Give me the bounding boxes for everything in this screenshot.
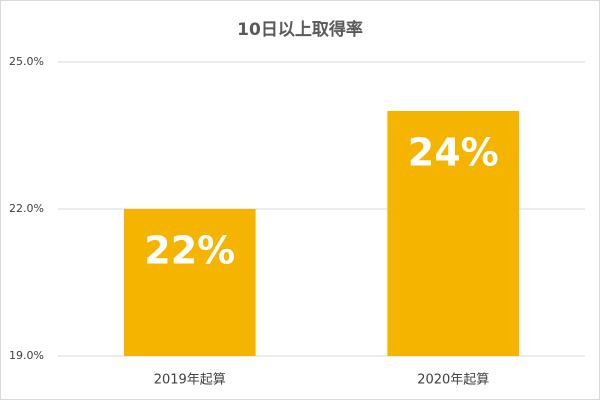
bar xyxy=(123,209,256,356)
x-tick-label: 2019年起算 xyxy=(154,373,226,388)
y-tick-label: 25.0% xyxy=(9,55,44,68)
x-tick-label: 2020年起算 xyxy=(417,373,489,388)
chart-title: 10日以上取得率 xyxy=(237,19,363,40)
y-tick-label: 22.0% xyxy=(9,202,44,215)
bar xyxy=(387,111,520,356)
y-tick-label: 19.0% xyxy=(9,349,44,362)
value-label: 22% xyxy=(144,229,235,273)
value-label: 24% xyxy=(408,131,499,175)
